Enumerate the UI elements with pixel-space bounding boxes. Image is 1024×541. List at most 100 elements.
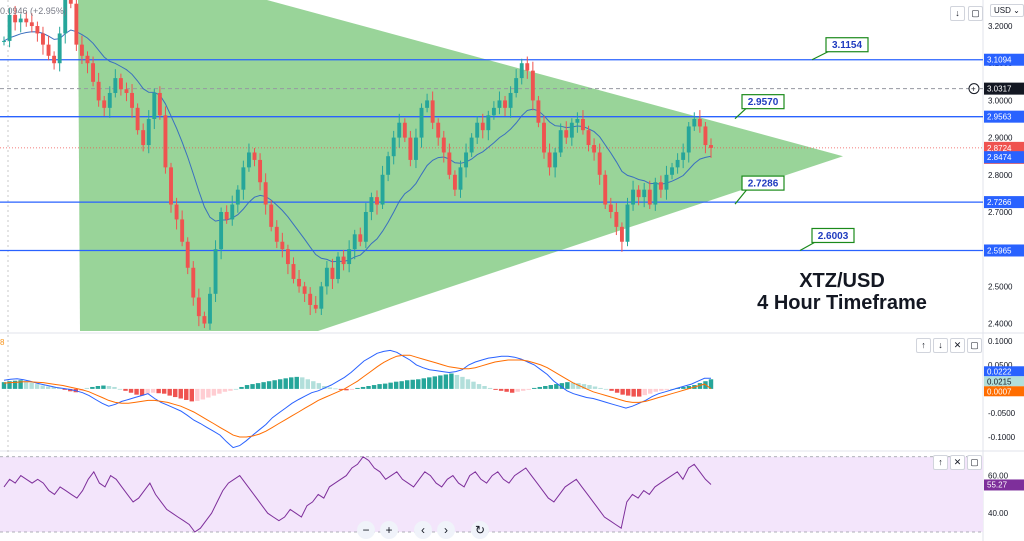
- candle: [230, 195, 235, 226]
- macd-histogram-bar: [134, 388, 139, 395]
- macd-tick-label: 0.1000: [988, 337, 1013, 346]
- close-icon[interactable]: ✕: [950, 455, 965, 470]
- macd-histogram-bar: [200, 388, 206, 400]
- candle-body: [631, 189, 636, 205]
- candle-body: [308, 293, 313, 305]
- candle: [113, 69, 118, 98]
- candle-body: [141, 130, 146, 146]
- candle-body: [447, 152, 452, 175]
- macd-histogram-bar: [460, 376, 465, 389]
- rsi-tick-label: 60.00: [988, 472, 1009, 481]
- candle-body: [469, 137, 474, 153]
- arrow-up-icon[interactable]: ↑: [916, 338, 931, 353]
- macd-histogram-bar: [95, 386, 101, 389]
- candle: [258, 153, 263, 191]
- arrow-down-icon[interactable]: ↓: [933, 338, 948, 353]
- candle-body: [608, 204, 613, 212]
- candle: [664, 165, 669, 200]
- candle: [681, 143, 686, 169]
- scroll-right-button[interactable]: ›: [437, 521, 455, 539]
- candle-body: [675, 159, 680, 168]
- candle-body: [18, 18, 23, 23]
- candle: [436, 118, 441, 146]
- candle: [581, 110, 585, 135]
- candle: [241, 160, 246, 200]
- macd-tick-label: -0.0500: [988, 409, 1016, 418]
- candle-body: [569, 122, 574, 138]
- currency-select[interactable]: USD ⌄: [990, 4, 1024, 17]
- close-icon[interactable]: ✕: [950, 338, 965, 353]
- macd-histogram-bar: [57, 387, 62, 389]
- candle: [68, 0, 73, 9]
- candle-body: [297, 278, 301, 287]
- macd-histogram-bar: [150, 388, 156, 393]
- candle: [391, 130, 396, 165]
- candle: [469, 133, 474, 157]
- macd-histogram-bar: [300, 377, 305, 389]
- candle: [380, 165, 385, 210]
- price-tick-label: 2.7000: [988, 208, 1013, 217]
- candle-body: [681, 152, 686, 160]
- candle: [553, 148, 558, 178]
- macd-histogram-bar: [18, 380, 23, 389]
- arrow-up-icon[interactable]: ↑: [933, 455, 948, 470]
- macd-histogram-bar: [112, 386, 117, 389]
- maximize-icon[interactable]: ▢: [968, 6, 983, 21]
- candle: [2, 36, 6, 46]
- candle-body: [464, 152, 469, 168]
- zoom-out-button[interactable]: −: [357, 521, 375, 539]
- candle: [13, 5, 18, 31]
- macd-histogram-bar: [410, 379, 415, 389]
- candle-body: [525, 63, 530, 71]
- candle: [224, 205, 229, 224]
- reset-icon: ↻: [474, 523, 486, 537]
- price-callout: 2.6003: [799, 227, 855, 252]
- maximize-icon[interactable]: ▢: [967, 455, 982, 470]
- candle: [631, 180, 636, 211]
- candle: [219, 207, 224, 260]
- macd-histogram-bar: [371, 385, 377, 389]
- macd-pane: [1, 349, 714, 449]
- candle: [96, 72, 101, 107]
- rsi-tick-label: 40.00: [988, 509, 1009, 518]
- macd-histogram-bar: [631, 388, 636, 397]
- arrow-down-icon[interactable]: ↓: [950, 6, 965, 21]
- price-tick-label: 3.2000: [988, 22, 1013, 31]
- candle-body: [519, 63, 524, 79]
- maximize-icon[interactable]: ▢: [967, 338, 982, 353]
- macd-histogram-bar: [139, 388, 145, 396]
- candle: [302, 281, 307, 302]
- candle: [397, 113, 402, 148]
- candle: [569, 118, 574, 146]
- candle: [642, 182, 647, 208]
- macd-histogram-bar: [222, 388, 228, 392]
- candle: [475, 116, 480, 144]
- macd-histogram-bar: [29, 382, 34, 389]
- macd-histogram-bar: [465, 379, 471, 389]
- candle: [263, 173, 268, 215]
- level-badge-label: 2.5965: [987, 246, 1012, 255]
- candle-body: [274, 226, 279, 242]
- candle-body: [224, 211, 229, 220]
- macd-histogram-bar: [686, 386, 692, 389]
- zoom-in-button[interactable]: +: [380, 521, 398, 539]
- macd-histogram-bar: [614, 388, 620, 393]
- rsi-pane: [0, 456, 983, 533]
- macd-histogram-bar: [244, 385, 250, 389]
- reset-chart-button[interactable]: ↻: [471, 521, 489, 539]
- chart-title: XTZ/USD 4 Hour Timeframe: [757, 270, 927, 314]
- candle: [564, 121, 569, 144]
- candle-body: [653, 182, 658, 205]
- macd-histogram-bar: [382, 383, 388, 389]
- candle-body: [397, 122, 402, 138]
- candle: [658, 175, 663, 198]
- candle-body: [124, 89, 129, 93]
- moving-average-badge: [984, 151, 1024, 164]
- scroll-left-button[interactable]: ‹: [414, 521, 432, 539]
- plus-icon: +: [971, 85, 976, 94]
- candle-body: [102, 100, 107, 108]
- candle: [213, 240, 218, 302]
- candle-body: [85, 55, 90, 64]
- level-badge: [984, 110, 1024, 123]
